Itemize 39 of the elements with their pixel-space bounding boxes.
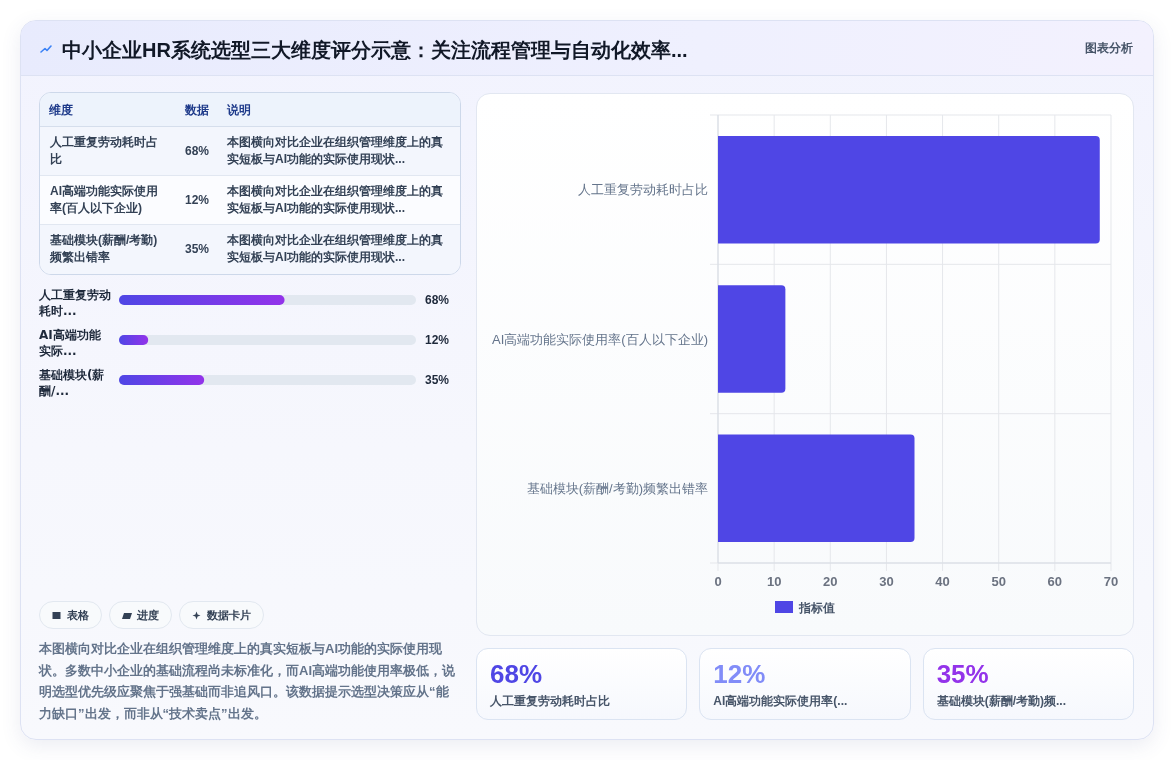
y-tick-label: 人工重复劳动耗时... [39, 287, 111, 319]
text: 35% [185, 242, 210, 256]
text: 维度 [49, 102, 73, 118]
y-tick-label: 人工重复劳动耗时占比 [578, 182, 708, 198]
x-tick-label: 40 [935, 574, 950, 589]
x-tick-label: 20 [823, 574, 838, 589]
text: 进度 [137, 608, 159, 622]
text: 35% [936, 659, 989, 689]
y-tick-label: 基础模块(薪酬/考勤)频繁出错率 [526, 480, 708, 496]
data-label: 35% [423, 372, 449, 388]
text: 本图横向对比企业在组织管理维度上的真实短板与AI功能的实际使用现状... [227, 232, 444, 266]
x-tick-label: 70 [1103, 574, 1119, 589]
x-tick-label: 10 [766, 574, 782, 589]
text: 中小企业HR系统选型三大维度评分示意：关注流程管理与自动化效率... [62, 38, 689, 63]
text: 本图横向对比企业在组织管理维度上的真实短板与AI功能的实际使用现状... [227, 134, 444, 168]
data-label: 68% [423, 292, 449, 308]
category-label: AI高端功能实际使用率(... [713, 693, 849, 709]
text: 数据卡片 [207, 608, 251, 622]
y-tick-label: 基础模块(薪酬/... [39, 367, 106, 399]
text: 68% [490, 659, 543, 689]
x-tick-label: 60 [1047, 574, 1063, 589]
text: 表格 [67, 608, 89, 622]
category-label: 人工重复劳动耗时占比 [490, 693, 611, 709]
text: 说明 [227, 102, 251, 118]
text: 数据 [185, 102, 209, 118]
text: 图表分析 [1084, 40, 1133, 56]
data-label: 12% [423, 332, 449, 348]
text: 68% [185, 144, 210, 158]
y-tick-label: AI高端功能实际使用率(百人以下企业) [492, 331, 708, 347]
category-label: 基础模块(薪酬/考勤)频... [936, 693, 1067, 709]
x-tick-label: 0 [714, 574, 722, 589]
text: 本图横向对比企业在组织管理维度上的真实短板与AI功能的实际使用现状... [227, 183, 444, 217]
x-tick-label: 50 [991, 574, 1006, 589]
text: 本图横向对比企业在组织管理维度上的真实短板与AI功能的实际使用现状。多数中小企业的基础流程尚未标准化，而AI高端功能使用率极低，说明选型优先级应聚焦于强基础而非追风口。该数据提示选型决策应从“能力缺口”出发，而非从“技术卖点”出发。 [39, 640, 456, 723]
x-tick-label: 30 [879, 574, 894, 589]
text: 12% [185, 193, 210, 207]
y-tick-label: AI高端功能实际... [39, 327, 102, 359]
text: 12% [713, 659, 766, 689]
legend-label: 指标值 [798, 600, 835, 615]
